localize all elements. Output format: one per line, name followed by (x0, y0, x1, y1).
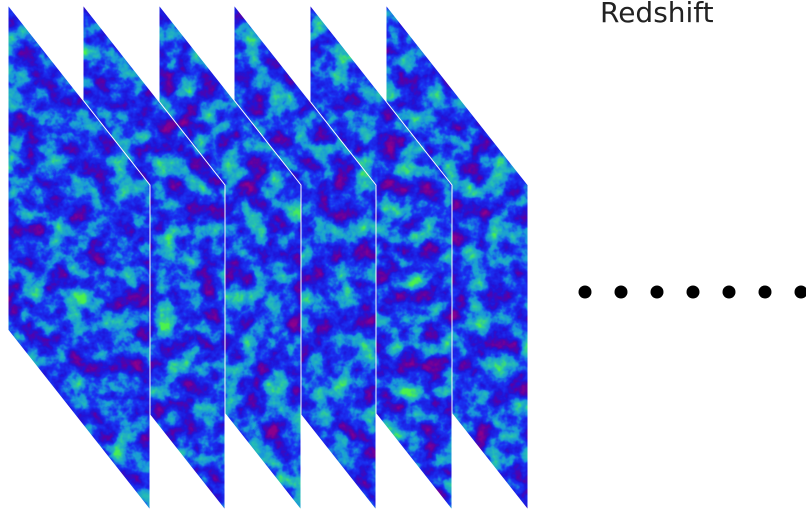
axis-label: Redshift (600, 0, 714, 29)
dot (651, 286, 664, 299)
slices (8, 5, 528, 510)
dot (759, 286, 772, 299)
dot (723, 286, 736, 299)
dot (615, 286, 628, 299)
dot (795, 286, 806, 299)
ellipsis (579, 286, 806, 299)
dot (687, 286, 700, 299)
diagram: Redshift (0, 0, 806, 510)
dot (579, 286, 592, 299)
